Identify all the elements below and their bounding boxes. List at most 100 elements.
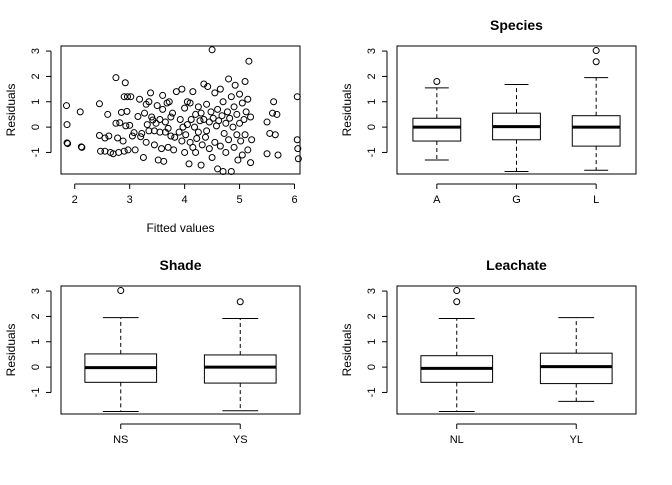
- category-label-g: G: [512, 194, 521, 206]
- y-tick-label: 3: [366, 48, 378, 54]
- data-point: [131, 146, 139, 154]
- data-point: [270, 98, 278, 106]
- data-point: [178, 85, 186, 93]
- data-point: [191, 123, 199, 131]
- data-point: [152, 119, 160, 127]
- data-point: [63, 121, 71, 129]
- y-tick-label: 0: [366, 364, 378, 370]
- data-point: [172, 88, 180, 96]
- data-point: [219, 167, 227, 175]
- iqr-box: [203, 354, 277, 384]
- data-point: [137, 133, 145, 141]
- y-axis-label: Residuals: [340, 84, 354, 137]
- data-point: [205, 145, 213, 153]
- data-point: [147, 89, 155, 97]
- data-point: [216, 142, 224, 150]
- data-point: [233, 131, 241, 139]
- data-point: [194, 128, 202, 136]
- data-point: [112, 119, 120, 127]
- data-point: [187, 116, 195, 124]
- data-point: [62, 102, 70, 110]
- data-point: [203, 100, 211, 108]
- data-point: [189, 88, 197, 96]
- data-point: [230, 103, 238, 111]
- plot-frame: [396, 285, 637, 415]
- data-point: [226, 114, 234, 122]
- y-tick-label: 2: [30, 313, 42, 319]
- data-point: [159, 91, 167, 99]
- data-point: [122, 122, 130, 130]
- data-point: [127, 93, 135, 101]
- chart-title: Species: [490, 17, 543, 33]
- y-axis-label: Residuals: [340, 324, 354, 377]
- data-point: [164, 124, 172, 132]
- data-point: [142, 138, 150, 146]
- data-point: [178, 137, 186, 145]
- data-point: [208, 154, 216, 162]
- y-tick-label: 2: [366, 73, 378, 79]
- data-point: [294, 155, 302, 163]
- data-point: [159, 105, 167, 113]
- data-point: [123, 93, 131, 101]
- data-point: [242, 108, 250, 116]
- data-point: [176, 116, 184, 124]
- data-point: [139, 154, 147, 162]
- y-tick-label: 3: [366, 288, 378, 294]
- data-point: [181, 104, 189, 112]
- data-point: [161, 118, 169, 126]
- data-point: [263, 150, 271, 158]
- data-point: [143, 121, 151, 129]
- data-point: [201, 133, 209, 141]
- outlier-point: [453, 287, 461, 295]
- chart-title: Leachate: [486, 257, 547, 273]
- data-point: [207, 108, 215, 116]
- data-point: [156, 116, 164, 124]
- box-yl: [539, 317, 613, 402]
- data-point: [153, 102, 161, 110]
- data-point: [240, 116, 248, 124]
- data-point: [181, 148, 189, 156]
- data-point: [227, 93, 235, 101]
- chart-title: Shade: [159, 257, 201, 273]
- data-point: [244, 146, 252, 154]
- outlier-point: [453, 298, 461, 306]
- data-point: [238, 151, 246, 159]
- y-tick-label: 3: [30, 288, 42, 294]
- data-point: [76, 108, 84, 116]
- outlier-point: [236, 298, 244, 306]
- data-point: [104, 110, 112, 118]
- data-point: [183, 121, 191, 129]
- y-tick-label: -1: [30, 148, 42, 158]
- y-tick-label: 1: [366, 339, 378, 345]
- data-point: [225, 136, 233, 144]
- data-point: [121, 79, 129, 87]
- data-point: [203, 127, 211, 135]
- box-l: [571, 47, 621, 171]
- iqr-box: [571, 115, 621, 147]
- data-point: [114, 134, 122, 142]
- category-label-yl: YL: [570, 434, 583, 446]
- data-point: [116, 119, 124, 127]
- box-ys: [203, 298, 277, 412]
- data-point: [211, 89, 219, 97]
- y-axis-label: Residuals: [4, 324, 18, 377]
- data-point: [271, 131, 279, 139]
- data-point: [158, 145, 166, 153]
- data-point: [208, 46, 216, 54]
- data-point: [141, 109, 149, 117]
- chart-panel-2: -1 0 1 2 3 Residuals NS YS: [4, 285, 301, 446]
- category-label-nl: NL: [450, 434, 464, 446]
- data-point: [145, 127, 153, 135]
- data-point: [134, 112, 142, 120]
- iqr-box: [539, 352, 613, 385]
- data-point: [214, 105, 222, 113]
- data-point: [236, 90, 244, 98]
- data-point: [233, 110, 241, 118]
- data-point: [209, 114, 217, 122]
- data-point: [126, 121, 134, 129]
- chart-panel-3: -1 0 1 2 3 Residuals NL YL: [340, 285, 637, 446]
- data-point: [171, 133, 179, 141]
- x-tick-label: 3: [127, 194, 133, 206]
- y-tick-label: 1: [30, 99, 42, 105]
- box-ns: [84, 287, 158, 412]
